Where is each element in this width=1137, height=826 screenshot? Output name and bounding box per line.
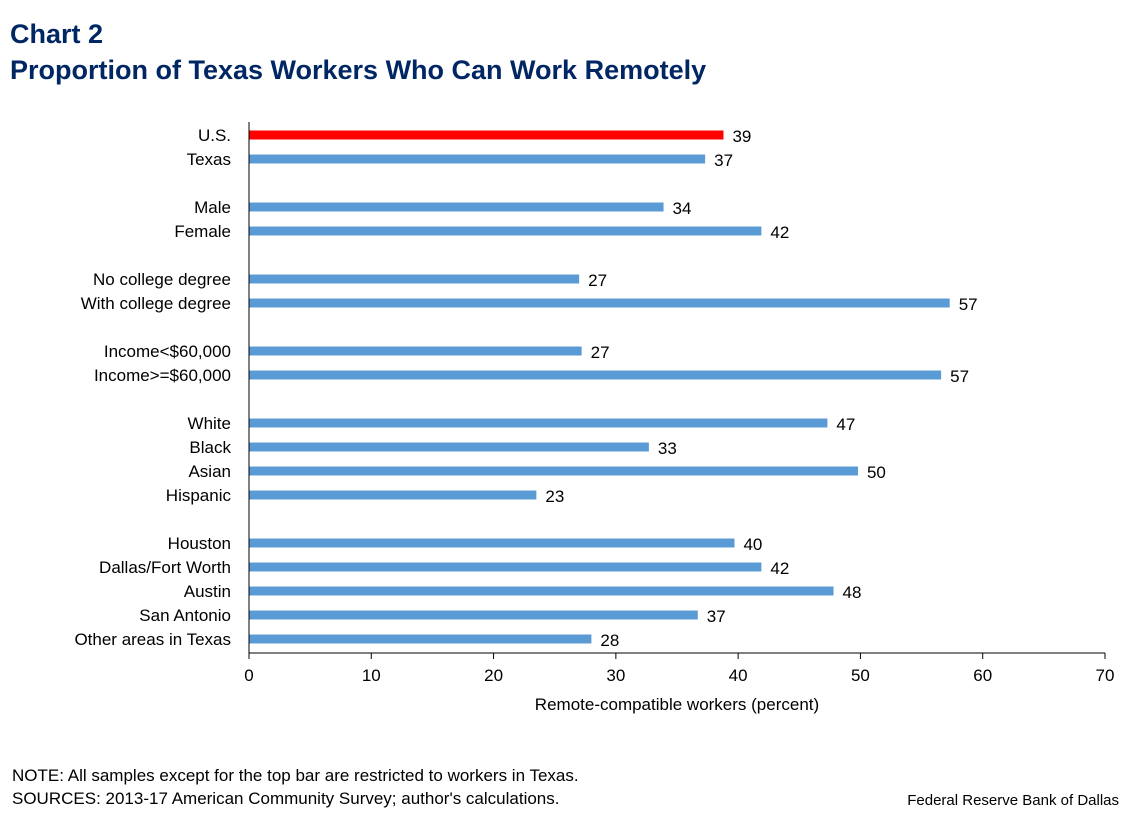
bar bbox=[249, 490, 537, 500]
category-label: Female bbox=[174, 222, 231, 241]
data-label: 57 bbox=[950, 367, 969, 386]
category-label: Income<$60,000 bbox=[104, 342, 231, 361]
data-label: 27 bbox=[588, 271, 607, 290]
x-tick-label: 70 bbox=[1096, 666, 1115, 685]
category-label: Other areas in Texas bbox=[74, 630, 231, 649]
category-label: Asian bbox=[188, 462, 231, 481]
chart-title: Proportion of Texas Workers Who Can Work… bbox=[10, 55, 707, 85]
data-label: 28 bbox=[600, 631, 619, 650]
x-tick-label: 0 bbox=[244, 666, 253, 685]
chart-number: Chart 2 bbox=[10, 19, 104, 49]
x-tick-label: 50 bbox=[851, 666, 870, 685]
category-label: San Antonio bbox=[139, 606, 231, 625]
data-label: 42 bbox=[770, 559, 789, 578]
bar bbox=[249, 346, 582, 356]
x-axis-title: Remote-compatible workers (percent) bbox=[535, 695, 819, 714]
x-tick-label: 10 bbox=[362, 666, 381, 685]
category-label: Texas bbox=[187, 150, 231, 169]
sources-text: SOURCES: 2013-17 American Community Surv… bbox=[12, 789, 560, 808]
x-tick-label: 30 bbox=[606, 666, 625, 685]
bar bbox=[249, 226, 762, 236]
bar bbox=[249, 610, 698, 620]
bar bbox=[249, 202, 664, 212]
bar bbox=[249, 274, 580, 284]
category-label: Austin bbox=[184, 582, 231, 601]
data-label: 48 bbox=[843, 583, 862, 602]
category-label: U.S. bbox=[198, 126, 231, 145]
data-label: 33 bbox=[658, 439, 677, 458]
category-label: No college degree bbox=[93, 270, 231, 289]
bar bbox=[249, 442, 649, 452]
bar bbox=[249, 634, 592, 644]
chart-notes: NOTE: All samples except for the top bar… bbox=[12, 764, 579, 810]
data-label: 23 bbox=[545, 487, 564, 506]
note-text: NOTE: All samples except for the top bar… bbox=[12, 766, 579, 785]
x-tick-label: 60 bbox=[973, 666, 992, 685]
category-label: Income>=$60,000 bbox=[94, 366, 231, 385]
category-label: Hispanic bbox=[166, 486, 232, 505]
bar bbox=[249, 418, 828, 428]
data-label: 40 bbox=[743, 535, 762, 554]
data-label: 27 bbox=[591, 343, 610, 362]
data-label: 47 bbox=[836, 415, 855, 434]
category-label: Male bbox=[194, 198, 231, 217]
category-label: White bbox=[188, 414, 231, 433]
bar bbox=[249, 586, 834, 596]
bar bbox=[249, 370, 942, 380]
bar bbox=[249, 562, 762, 572]
bar bbox=[249, 466, 858, 476]
data-label: 57 bbox=[959, 295, 978, 314]
data-label: 34 bbox=[673, 199, 692, 218]
data-label: 37 bbox=[714, 151, 733, 170]
credit-text: Federal Reserve Bank of Dallas bbox=[907, 792, 1119, 809]
category-label: Dallas/Fort Worth bbox=[99, 558, 231, 577]
category-label: With college degree bbox=[81, 294, 231, 313]
bar-highlight bbox=[249, 130, 724, 140]
data-label: 42 bbox=[770, 223, 789, 242]
bar bbox=[249, 538, 735, 548]
x-tick-label: 40 bbox=[729, 666, 748, 685]
category-label: Black bbox=[189, 438, 231, 457]
bar bbox=[249, 298, 950, 308]
chart-title-block: Chart 2 Proportion of Texas Workers Who … bbox=[10, 16, 706, 88]
bar bbox=[249, 154, 706, 164]
x-tick-label: 20 bbox=[484, 666, 503, 685]
data-label: 39 bbox=[732, 127, 751, 146]
data-label: 50 bbox=[867, 463, 886, 482]
category-label: Houston bbox=[168, 534, 231, 553]
data-label: 37 bbox=[707, 607, 726, 626]
